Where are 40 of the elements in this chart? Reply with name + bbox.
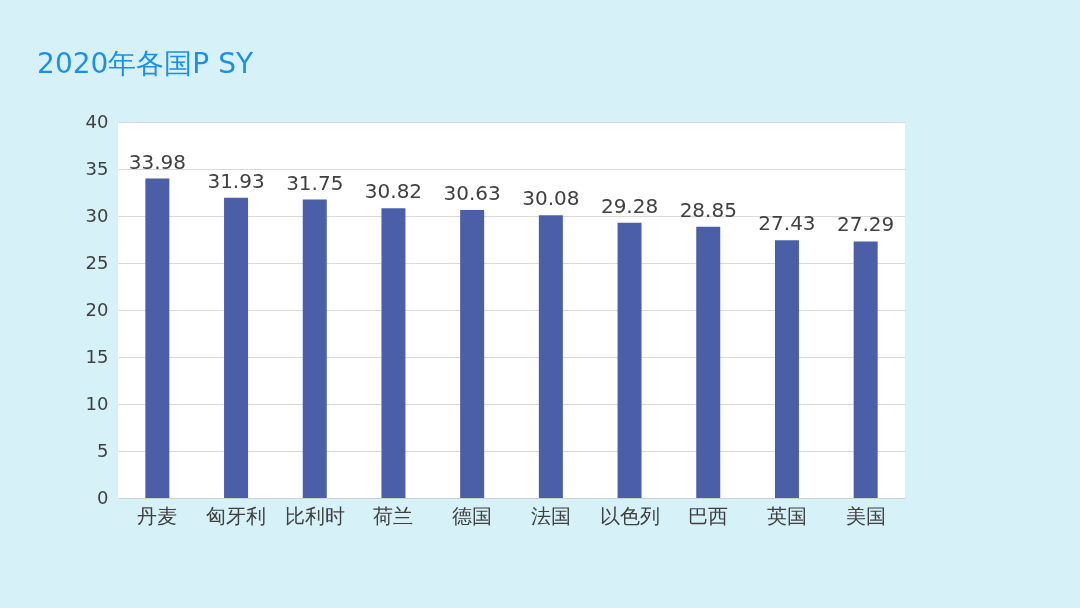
- chart-title: 2020年各国P SY: [37, 47, 254, 80]
- bar: [617, 222, 642, 498]
- x-tick-label: 美国: [845, 503, 886, 528]
- x-tick-label: 匈牙利: [206, 503, 267, 528]
- bar: [853, 241, 878, 498]
- x-tick-label: 英国: [766, 503, 807, 528]
- x-tick-label: 德国: [452, 503, 493, 528]
- bar: [696, 226, 721, 498]
- bar: [145, 178, 170, 498]
- data-label: 31.75: [286, 170, 344, 195]
- data-label: 30.63: [443, 181, 501, 206]
- y-tick-label: 30: [85, 204, 109, 226]
- data-label: 30.08: [522, 186, 580, 211]
- x-tick-label: 比利时: [284, 503, 345, 528]
- x-tick-label: 以色列: [599, 503, 660, 528]
- data-label: 29.28: [600, 193, 659, 218]
- x-tick-label: 荷兰: [373, 503, 414, 528]
- bar: [381, 208, 406, 498]
- bar: [224, 197, 249, 498]
- bar: [774, 240, 799, 498]
- y-tick-label: 20: [85, 298, 109, 320]
- bar: [460, 210, 485, 498]
- x-tick-label: 巴西: [688, 503, 729, 528]
- x-tick-label: 丹麦: [137, 503, 178, 528]
- data-label: 33.98: [128, 149, 186, 174]
- y-tick-label: 15: [85, 345, 109, 367]
- data-label: 31.93: [207, 168, 265, 193]
- bar: [302, 199, 327, 498]
- x-tick-label: 法国: [530, 503, 571, 528]
- data-label: 28.85: [679, 197, 737, 222]
- y-tick-label: 5: [97, 439, 109, 461]
- y-tick-label: 25: [85, 251, 109, 273]
- bar: [538, 215, 563, 498]
- y-tick-label: 40: [85, 110, 109, 132]
- y-tick-label: 0: [97, 486, 109, 508]
- data-label: 30.82: [364, 179, 423, 204]
- data-label: 27.29: [837, 212, 895, 237]
- y-tick-label: 10: [85, 392, 109, 414]
- data-label: 27.43: [758, 211, 816, 236]
- y-tick-label: 35: [85, 157, 109, 179]
